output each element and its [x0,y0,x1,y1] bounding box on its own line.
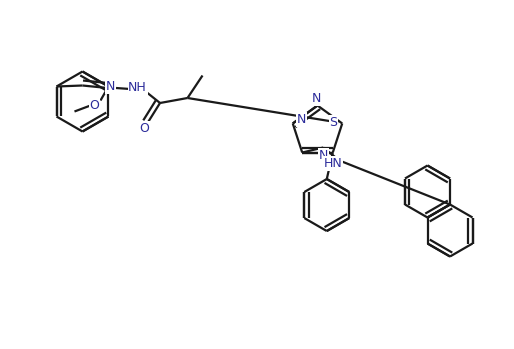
Text: HN: HN [324,157,343,170]
Text: N: N [312,92,321,105]
Text: O: O [89,99,99,112]
Text: NH: NH [128,81,147,94]
Text: N: N [297,113,306,126]
Text: N: N [319,149,328,162]
Text: S: S [329,116,337,129]
Text: N: N [106,80,115,93]
Text: O: O [139,121,149,134]
